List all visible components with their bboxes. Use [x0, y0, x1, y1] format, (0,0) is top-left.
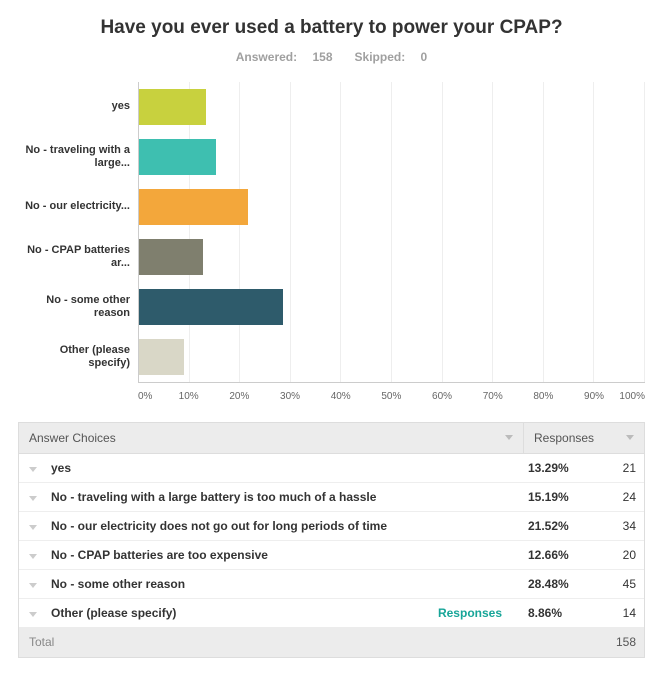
answered-label: Answered:	[236, 50, 297, 64]
chevron-down-icon	[29, 467, 37, 472]
x-axis-ticks: 0%10%20%30%40%50%60%70%80%90%100%	[138, 391, 645, 402]
chevron-down-icon	[29, 612, 37, 617]
chart-plot-area	[138, 82, 645, 383]
row-label-text: No - traveling with a large battery is t…	[51, 490, 376, 504]
x-axis-tick: 90%	[569, 391, 620, 402]
question-title: Have you ever used a battery to power yo…	[58, 16, 605, 40]
row-count: 34	[594, 512, 644, 540]
table-row: Other (please specify) Responses 8.86%14	[19, 599, 644, 627]
chevron-down-icon	[29, 525, 37, 530]
chart-bar[interactable]	[139, 239, 203, 275]
table-row: No - our electricity does not go out for…	[19, 512, 644, 541]
row-percent: 12.66%	[524, 541, 594, 569]
chart-bar[interactable]	[139, 89, 206, 125]
row-label-text: yes	[51, 461, 71, 475]
x-axis-tick: 70%	[467, 391, 518, 402]
row-percent: 8.86%	[524, 599, 594, 627]
chevron-down-icon	[29, 496, 37, 501]
table-header: Answer Choices Responses	[19, 423, 644, 454]
x-axis-tick: 20%	[214, 391, 265, 402]
row-percent: 13.29%	[524, 454, 594, 482]
x-axis-tick: 50%	[366, 391, 417, 402]
y-axis-label: Other (please specify)	[18, 332, 138, 382]
x-axis-tick: 0%	[138, 391, 163, 402]
x-axis-tick: 10%	[163, 391, 214, 402]
expand-toggle[interactable]	[19, 599, 47, 627]
chevron-down-icon	[29, 583, 37, 588]
row-label-text: Other (please specify)	[51, 606, 176, 620]
chart-bar[interactable]	[139, 339, 184, 375]
row-percent: 15.19%	[524, 483, 594, 511]
row-count: 20	[594, 541, 644, 569]
results-table: Answer Choices Responses yes 13.29%21 No -…	[18, 422, 645, 658]
row-label: yes	[47, 454, 524, 482]
expand-toggle[interactable]	[19, 541, 47, 569]
y-axis-labels: yesNo - traveling with a large...No - ou…	[18, 82, 138, 383]
footer-value: 158	[594, 627, 644, 657]
x-axis-tick: 30%	[265, 391, 316, 402]
expand-toggle[interactable]	[19, 512, 47, 540]
answered-value: 158	[312, 50, 332, 64]
y-axis-label: No - some other reason	[18, 282, 138, 332]
chart-bar[interactable]	[139, 139, 216, 175]
bar-chart: yesNo - traveling with a large...No - ou…	[18, 82, 645, 383]
row-label: No - traveling with a large battery is t…	[47, 483, 524, 511]
x-axis-tick: 100%	[619, 391, 645, 402]
bar-row	[139, 82, 645, 132]
bar-row	[139, 182, 645, 232]
chevron-down-icon	[505, 435, 513, 440]
row-label: Other (please specify) Responses	[47, 599, 524, 627]
chart-bar[interactable]	[139, 289, 283, 325]
bar-row	[139, 132, 645, 182]
row-percent: 28.48%	[524, 570, 594, 598]
responses-link[interactable]: Responses	[438, 606, 502, 620]
row-count: 14	[594, 599, 644, 627]
y-axis-label: No - CPAP batteries ar...	[18, 232, 138, 282]
row-label: No - our electricity does not go out for…	[47, 512, 524, 540]
table-body: yes 13.29%21 No - traveling with a large b…	[19, 454, 644, 627]
table-row: yes 13.29%21	[19, 454, 644, 483]
x-axis-tick: 60%	[417, 391, 468, 402]
column-header-choices[interactable]: Answer Choices	[19, 423, 524, 453]
row-label-text: No - some other reason	[51, 577, 185, 591]
expand-toggle[interactable]	[19, 570, 47, 598]
y-axis-label: No - our electricity...	[18, 182, 138, 232]
skipped-value: 0	[421, 50, 428, 64]
row-percent: 21.52%	[524, 512, 594, 540]
x-axis-tick: 40%	[315, 391, 366, 402]
footer-label: Total	[19, 627, 594, 657]
row-label: No - CPAP batteries are too expensive	[47, 541, 524, 569]
row-label-text: No - our electricity does not go out for…	[51, 519, 387, 533]
survey-result: Have you ever used a battery to power yo…	[0, 0, 663, 678]
expand-toggle[interactable]	[19, 454, 47, 482]
chart-bar[interactable]	[139, 189, 248, 225]
y-axis-label: yes	[18, 82, 138, 132]
chevron-down-icon	[626, 435, 634, 440]
header-right-label: Responses	[534, 431, 594, 445]
chart-bars	[139, 82, 645, 382]
row-label: No - some other reason	[47, 570, 524, 598]
bar-row	[139, 332, 645, 382]
table-footer: Total 158	[19, 627, 644, 657]
column-header-responses[interactable]: Responses	[524, 423, 644, 453]
bar-row	[139, 282, 645, 332]
x-axis-tick: 80%	[518, 391, 569, 402]
table-row: No - traveling with a large battery is t…	[19, 483, 644, 512]
row-count: 45	[594, 570, 644, 598]
row-label-text: No - CPAP batteries are too expensive	[51, 548, 268, 562]
table-row: No - some other reason 28.48%45	[19, 570, 644, 599]
row-count: 24	[594, 483, 644, 511]
response-meta: Answered: 158 Skipped: 0	[18, 50, 645, 64]
bar-row	[139, 232, 645, 282]
expand-toggle[interactable]	[19, 483, 47, 511]
chevron-down-icon	[29, 554, 37, 559]
skipped-label: Skipped:	[355, 50, 406, 64]
table-row: No - CPAP batteries are too expensive 12.…	[19, 541, 644, 570]
y-axis-label: No - traveling with a large...	[18, 132, 138, 182]
header-left-label: Answer Choices	[29, 431, 116, 445]
row-count: 21	[594, 454, 644, 482]
